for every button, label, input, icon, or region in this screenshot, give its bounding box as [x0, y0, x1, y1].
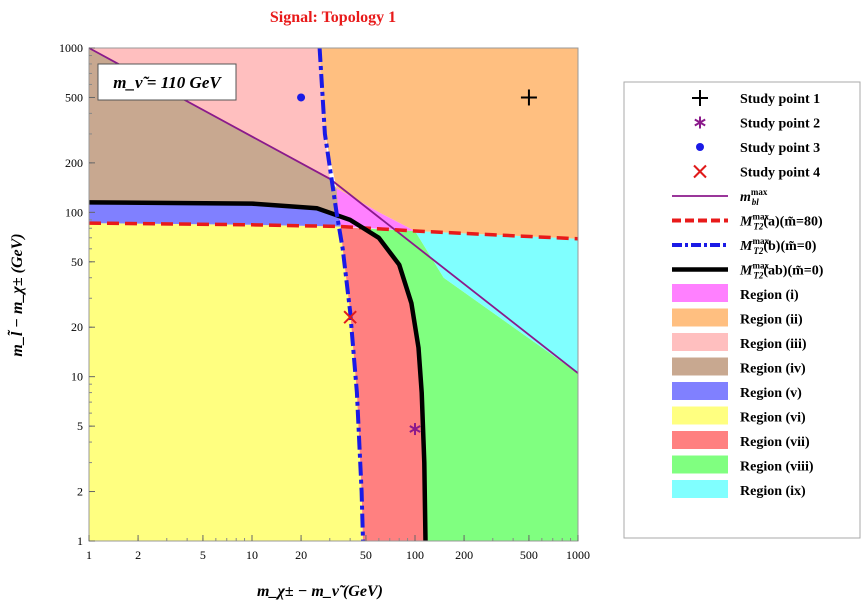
- legend-line-2-label: Mmax T2(a)(m̃=80): [739, 212, 823, 232]
- legend-study-point-2-symbol: [694, 116, 706, 129]
- x-tick-label: 500: [520, 548, 538, 562]
- y-tick-label: 200: [65, 156, 83, 170]
- legend-study-point-1-label: Study point 1: [740, 92, 820, 107]
- x-axis-ticks: 1 2 5 10 20 50 100 200 500 1000: [86, 535, 590, 562]
- y-tick-label: 50: [71, 255, 83, 269]
- plot-frame: [88, 47, 579, 542]
- curve-mt2-ab: [88, 200, 428, 542]
- legend-region-3-label: Region (iii): [740, 337, 807, 352]
- legend-box: [623, 81, 861, 539]
- legend-region-6-label: Region (vi): [740, 411, 806, 426]
- x-axis-label: m_χ± − m_ν̃ (GeV): [257, 583, 383, 600]
- y-tick-label: 1: [77, 534, 83, 548]
- legend-line-4-label: Mmax T2(ab)(m̃=0): [739, 261, 824, 281]
- legend-region-4-label: Region (iv): [740, 362, 806, 377]
- study-point-4-marker: [343, 310, 357, 324]
- x-tick-label: 1000: [566, 548, 590, 562]
- annotation-text: m_ν̃ = 110 GeV: [113, 73, 222, 92]
- legend-region-9-label: Region (ix): [740, 484, 806, 499]
- y-tick-label: 1000: [59, 41, 83, 55]
- curve-mt2-b: [317, 47, 365, 542]
- study-point-1-marker: [520, 89, 537, 106]
- region-v: [89, 202, 341, 227]
- y-tick-label: 5: [77, 419, 83, 433]
- legend-line-1-label: mmax bl: [740, 187, 768, 207]
- y-axis-ticks: 1 2 5 10 20 50 100 200 500 1000: [59, 41, 95, 548]
- legend: Study point 1 Study point 2 Study point 3 S…: [623, 81, 861, 539]
- x-tick-label: 1: [86, 548, 92, 562]
- x-tick-label: 200: [455, 548, 473, 562]
- y-tick-label: 500: [65, 90, 83, 104]
- legend-study-point-1-symbol: [692, 90, 708, 106]
- x-tick-label: 2: [135, 548, 141, 562]
- legend-line-3-label: Mmax T2(b)(m̃=0): [739, 236, 817, 256]
- legend-region-2-label: Region (ii): [740, 313, 803, 328]
- legend-region-6-swatch: [672, 406, 728, 425]
- annotation-box: [97, 63, 237, 101]
- region-ii: [319, 48, 578, 239]
- x-tick-label: 50: [360, 548, 372, 562]
- study-point-2-marker: [409, 423, 421, 436]
- legend-study-point-4-label: Study point 4: [740, 166, 820, 181]
- x-tick-label: 100: [406, 548, 424, 562]
- y-tick-label: 100: [65, 205, 83, 219]
- x-tick-label: 10: [246, 548, 258, 562]
- y-tick-label: 10: [71, 370, 83, 384]
- legend-region-1-label: Region (i): [740, 288, 799, 303]
- legend-study-point-2-label: Study point 2: [740, 117, 820, 132]
- x-tick-label: 20: [295, 548, 307, 562]
- legend-region-8-label: Region (viii): [740, 460, 814, 475]
- legend-study-point-4-symbol: [693, 164, 707, 179]
- legend-region-7-swatch: [672, 431, 728, 449]
- legend-region-4-swatch: [672, 357, 728, 376]
- legend-region-9-swatch: [672, 480, 728, 498]
- x-tick-label: 5: [200, 548, 206, 562]
- legend-region-3-swatch: [672, 333, 728, 351]
- mass-annotation: m_ν̃ = 110 GeV: [97, 63, 237, 101]
- plot-regions: [89, 48, 578, 542]
- legend-region-5-swatch: [672, 382, 728, 400]
- legend-study-point-3-label: Study point 3: [740, 141, 820, 156]
- region-vi: [89, 223, 363, 541]
- study-point-3-marker: [297, 93, 306, 102]
- legend-study-point-3-symbol: [696, 143, 704, 151]
- region-ix: [415, 231, 578, 374]
- legend-region-2-swatch: [672, 308, 728, 327]
- legend-region-5-label: Region (v): [740, 386, 802, 401]
- y-tick-label: 2: [77, 485, 83, 499]
- y-axis-label: m_l̃ − m_χ± (GeV): [7, 233, 26, 356]
- chart-title: Signal: Topology 1: [270, 9, 396, 26]
- study-points: [297, 89, 537, 436]
- legend-region-1-swatch: [672, 284, 728, 302]
- y-tick-label: 20: [71, 320, 83, 334]
- region-i: [336, 188, 415, 231]
- curve-mt2-a: [88, 221, 579, 241]
- legend-region-8-swatch: [672, 455, 728, 474]
- legend-region-7-label: Region (vii): [740, 435, 810, 450]
